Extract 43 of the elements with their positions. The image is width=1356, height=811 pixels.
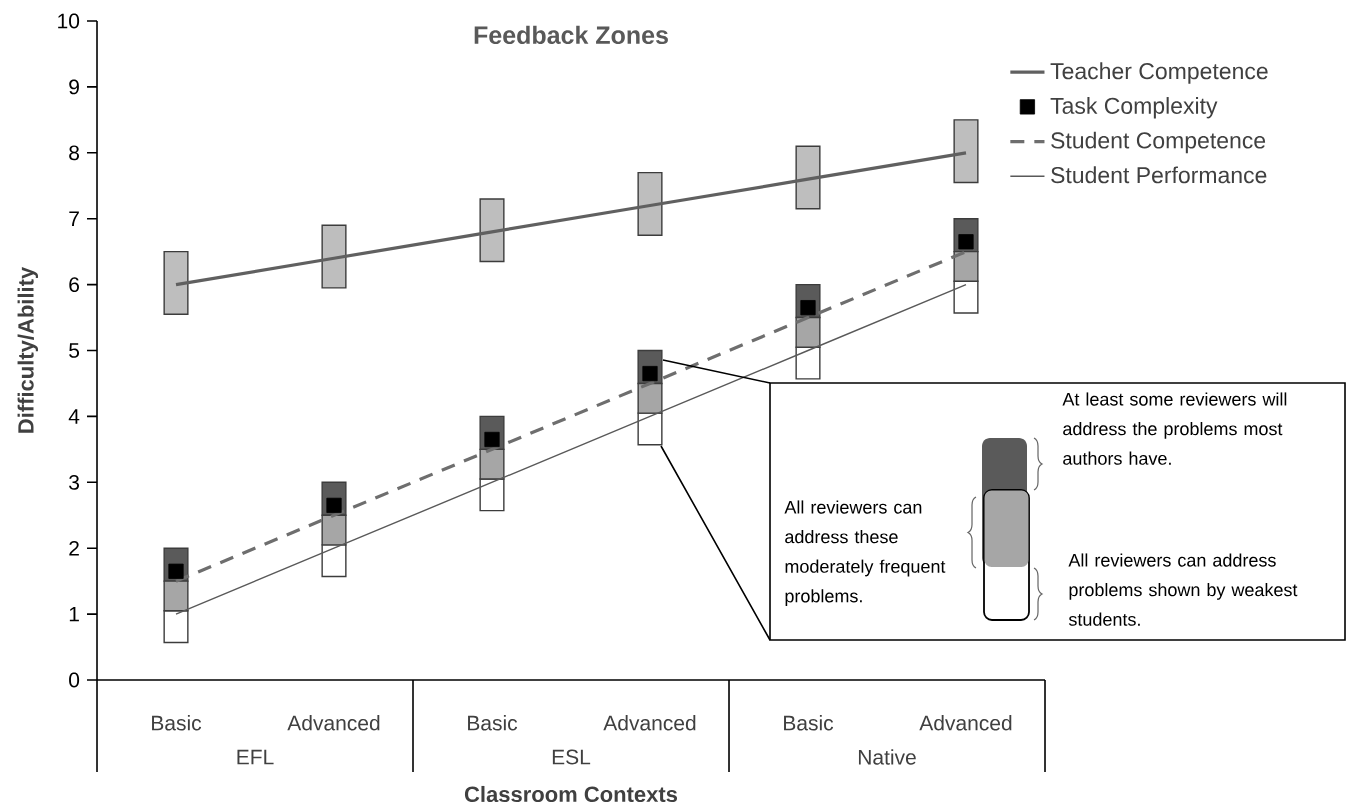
bar [163,250,189,315]
bar [953,119,979,184]
x-tick-label: Basic [784,715,834,731]
point [168,563,184,579]
y-tick-label: 7 [69,211,79,226]
bar [637,171,663,236]
y-tick-label: 5 [69,343,80,358]
point [800,300,816,316]
x-tick-label: Advanced [287,715,380,731]
text: Native [858,749,916,765]
x-tick-label: Basic [152,715,202,731]
annotation: All reviewers can address these moderately frequent problems. [784,500,946,606]
point [326,497,342,513]
x-tick-label: Advanced [919,715,1012,731]
chart-title: Feedback Zones [474,25,668,45]
y-tick-label: 8 [69,145,80,161]
bar [479,198,505,263]
x-axis-title: Classroom Contexts [464,785,678,803]
text: ESL [552,749,591,765]
point [484,431,500,448]
x-tick-label: Advanced [603,715,696,731]
bar [795,145,821,210]
y-tick-label: 1 [69,606,79,622]
x-tick-label: Basic [468,715,518,731]
y-tick-label: 2 [69,540,79,556]
point [958,234,974,250]
text: At least some reviewers will address the problems most authors have. [1062,392,1287,465]
point [642,365,658,382]
y-tick-label: 0 [69,672,80,688]
legend-label: Student Performance [1051,166,1267,184]
y-tick-label: 3 [69,474,80,490]
y-axis-title: Difficulty/Ability [17,266,39,433]
legend-label: Student Competence [1051,131,1266,154]
y-tick-label: 4 [68,409,80,424]
y-tick-label: 9 [69,79,79,95]
bar [321,224,347,289]
line-series [174,151,968,287]
legend-label: Task Complexity [1050,97,1218,119]
y-tick-label: 10 [58,13,80,29]
text: EFL [237,749,274,765]
y-tick-label: 6 [69,277,80,293]
text: All reviewers can address problems shown by weakest students. [1068,553,1298,626]
legend-label: Teacher Competence [1050,62,1268,84]
